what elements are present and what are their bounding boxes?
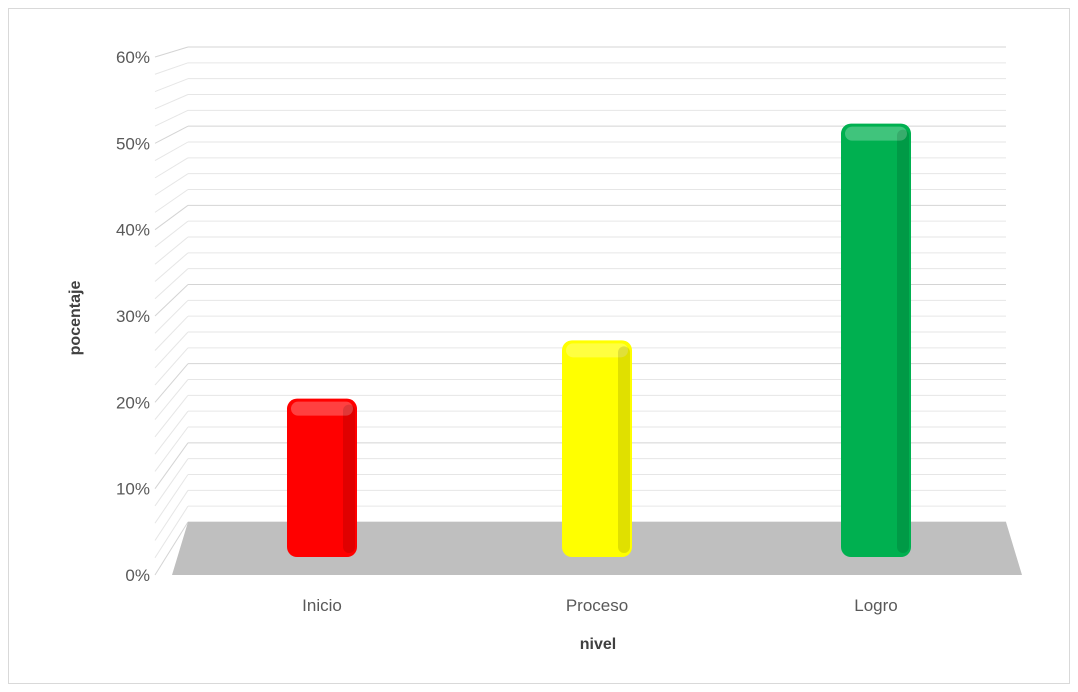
gridline-minor-side [154,426,189,472]
gridline-minor-side [154,268,189,300]
gridline-minor-side [154,236,189,265]
gridline-minor-side [154,62,189,75]
y-tick-labels: 0% 10% 20% 30% 40% 50% 60% [116,48,150,585]
gridline-major-side [154,125,189,144]
gridline-minor-side [154,220,189,248]
x-tick-label: Proceso [566,596,628,615]
gridline-minor-side [154,474,189,524]
gridline-minor-side [154,109,189,127]
x-axis-title: nivel [580,636,616,653]
x-tick-label: Logro [854,596,897,615]
gridline-minor-side [154,490,189,541]
gridline-major-side [154,204,189,231]
gridline-minor-side [154,173,189,196]
gridline-minor-side [154,78,189,92]
gridline-major-side [154,442,189,489]
gridline-minor-side [154,505,189,559]
y-tick-label: 40% [116,221,150,240]
bar-layer [287,123,911,558]
gridline-minor-side [154,379,189,420]
gridline-minor-side [154,299,189,334]
gridline-minor-side [154,347,189,386]
bar-highlight-inicio [291,401,353,416]
bar-logro [841,123,911,558]
y-axis-title: pocentaje [67,281,84,356]
bar-shade-logro [897,129,909,553]
gridline-minor-side [154,157,189,179]
gridline-major-side [154,46,189,58]
bar-inicio [287,398,357,557]
gridline-minor-side [154,331,189,369]
bar-proceso [562,340,632,557]
y-tick-label: 0% [125,566,150,585]
gridline-minor-side [154,458,189,507]
x-tick-label: Inicio [302,596,342,615]
bar-highlight-logro [845,126,907,141]
gridline-major-side [154,521,189,576]
gridline-major-side [154,363,189,403]
gridline-minor-side [154,141,189,162]
gridline-minor-side [154,315,189,351]
y-tick-label: 60% [116,48,150,67]
bar-highlight-proceso [566,343,628,358]
gridline-minor-side [154,189,189,213]
gridline-minor-side [154,252,189,282]
y-tick-label: 10% [116,480,150,499]
y-tick-label: 20% [116,393,150,412]
y-tick-label: 50% [116,134,150,153]
gridline-minor-side [154,410,189,455]
gridline-minor-side [154,94,189,110]
y-tick-label: 30% [116,307,150,326]
gridline-minor-side [154,395,189,438]
x-tick-labels: Inicio Proceso Logro [302,596,898,615]
gridline-major-side [154,284,189,317]
bar-shade-proceso [618,346,630,553]
bar-shade-inicio [343,404,355,553]
